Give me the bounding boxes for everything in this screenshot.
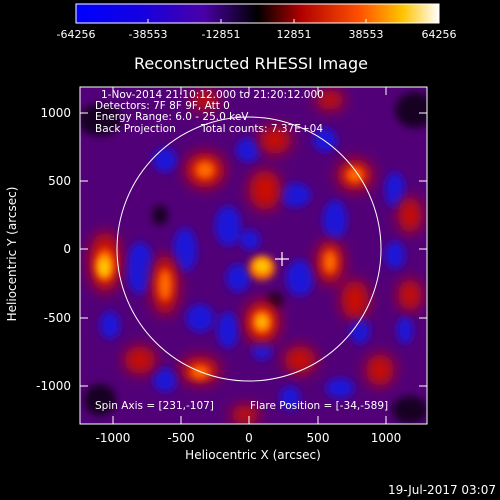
- bottom-info: Spin Axis = [231,-107] Flare Position = …: [95, 400, 388, 412]
- colorbar-tick-label: 12851: [277, 28, 312, 41]
- positive-ridges: [89, 90, 422, 424]
- colorbar-tick-label: -64256: [57, 28, 96, 41]
- colorbar-tick-marks: [75, 19, 440, 23]
- time-range-label: 1-Nov-2014 21:10:12.000 to 21:20:12.000: [101, 89, 324, 101]
- x-tick-label: -1000: [96, 431, 131, 445]
- info-panel: 1-Nov-2014 21:10:12.000 to 21:20:12.000 …: [95, 89, 324, 135]
- y-tick-label: 1000: [40, 106, 71, 120]
- solar-limb-circle: [116, 116, 382, 382]
- colorbar-tick-label: 64256: [422, 28, 457, 41]
- colorbar: -64256 -38553 -12851 12851 38553 64256: [57, 3, 457, 41]
- colorbar-gradient: [75, 3, 440, 24]
- crosshair-icon: [275, 252, 289, 266]
- negative-lobes: [100, 128, 413, 410]
- detectors-label: Detectors: 7F 8F 9F, Att 0: [95, 100, 230, 112]
- x-axis-ticks: [112, 87, 387, 424]
- colorbar-tick-label: -38553: [129, 28, 168, 41]
- x-tick-label: 1000: [371, 431, 402, 445]
- colorbar-tick-label: -12851: [202, 28, 241, 41]
- zero-crossings: [80, 92, 427, 424]
- colorbar-tick-label: 38553: [349, 28, 384, 41]
- plot-frame: [79, 86, 428, 425]
- x-axis-label: Heliocentric X (arcsec): [185, 448, 321, 462]
- method-label: Back Projection: [95, 123, 176, 135]
- y-tick-label: -500: [44, 311, 71, 325]
- brightest-sources: [98, 257, 270, 328]
- x-tick-label: -500: [167, 431, 194, 445]
- y-axis-label: Heliocentric Y (arcsec): [5, 187, 19, 322]
- y-tick-label: -1000: [36, 379, 71, 393]
- plot-title: Reconstructed RHESSI Image: [134, 54, 368, 73]
- x-tick-label: 500: [307, 431, 330, 445]
- energy-range-label: Energy Range: 6.0 - 25.0 keV: [95, 111, 249, 123]
- flare-position-label: Flare Position = [-34,-589]: [250, 400, 388, 412]
- y-axis-ticks: [80, 112, 427, 387]
- spin-axis-label: Spin Axis = [231,-107]: [95, 400, 214, 412]
- x-tick-label: 0: [245, 431, 253, 445]
- y-tick-label: 500: [48, 174, 71, 188]
- y-tick-label: 0: [63, 242, 71, 256]
- timestamp-label: 19-Jul-2017 03:07: [388, 483, 496, 497]
- reconstructed-image: [80, 87, 427, 424]
- total-counts-label: Total counts: 7.37E+04: [200, 123, 323, 135]
